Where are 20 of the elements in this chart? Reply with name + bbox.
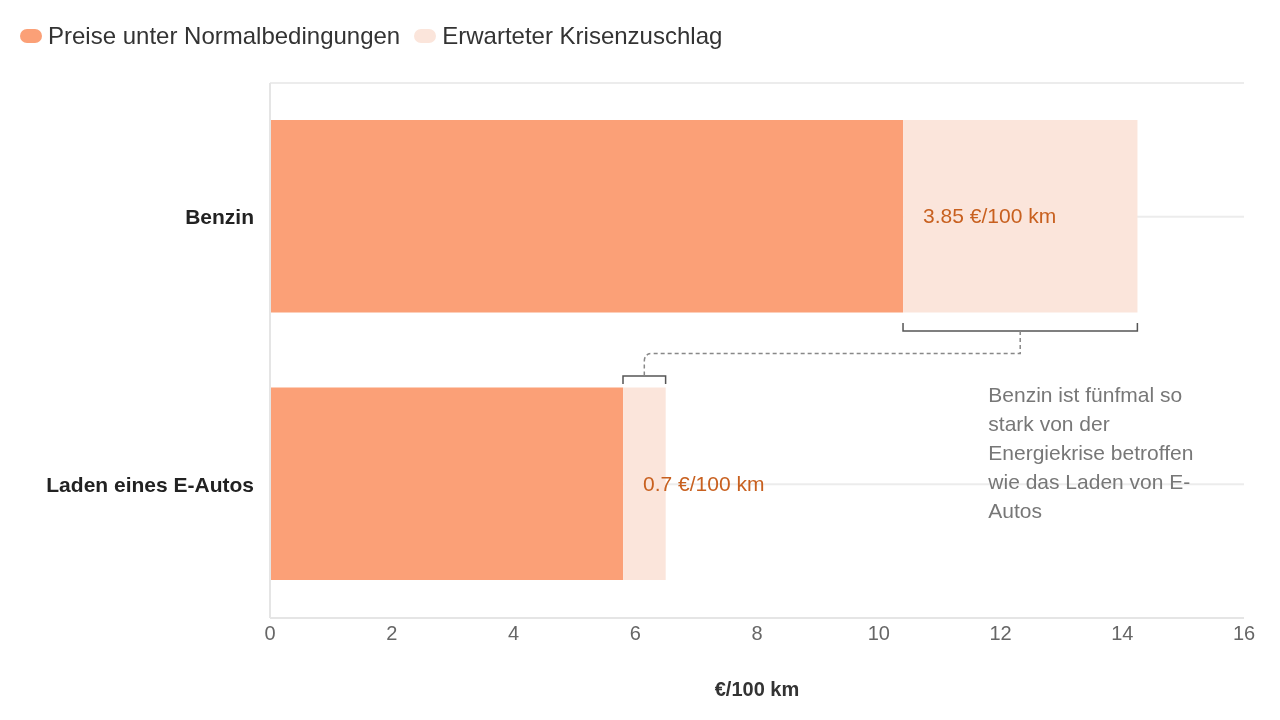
x-axis-title: €/100 km xyxy=(714,678,800,700)
x-tick-label: 4 xyxy=(507,622,520,645)
y-tick-label: Benzin xyxy=(185,205,254,229)
x-tick-label: 2 xyxy=(386,622,398,645)
bar xyxy=(903,120,1138,313)
x-tick-label: 12 xyxy=(989,622,1012,645)
x-tick-label: 6 xyxy=(629,622,641,645)
legend-label: Erwarteter Krisenzuschlag xyxy=(441,22,723,50)
y-tick-label: Laden eines E-Autos xyxy=(46,472,254,496)
x-tick-label: 14 xyxy=(1111,622,1134,645)
x-tick-label: 16 xyxy=(1232,622,1256,645)
bar xyxy=(270,387,624,581)
x-tick-label: 0 xyxy=(264,622,276,645)
legend-label: Preise unter Normalbedingungen xyxy=(47,22,401,50)
data-label: 3.85 €/100 km xyxy=(923,204,1057,228)
bar xyxy=(270,120,904,313)
annotation: Benzin ist fünfmal so stark von der Energiekrise betroffen wie das Laden von E-Autos xyxy=(988,382,1195,524)
x-tick-label: 10 xyxy=(867,622,890,645)
data-label: 0.7 €/100 km xyxy=(643,471,765,495)
x-tick-label: 8 xyxy=(751,622,763,645)
